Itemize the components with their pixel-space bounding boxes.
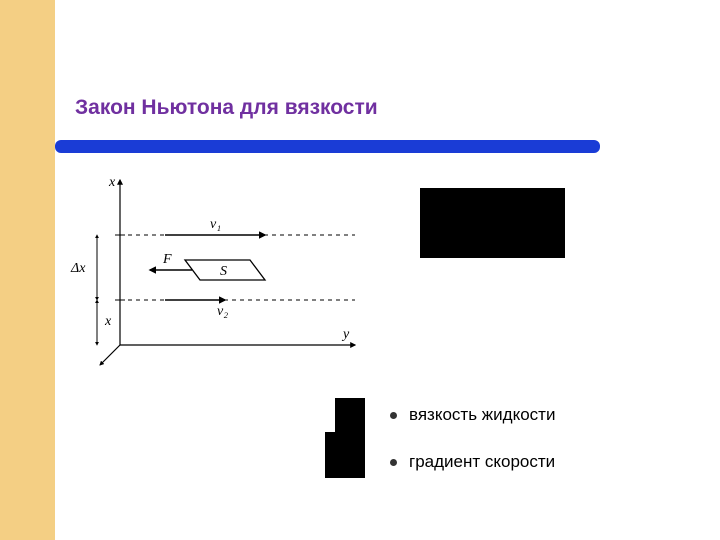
bullet-dot-icon <box>390 459 397 466</box>
left-sidebar <box>0 0 55 540</box>
label-v1: v₁ <box>210 217 221 232</box>
label-x-lower: x <box>104 314 112 329</box>
label-delta-x: Δx <box>70 261 86 276</box>
slide-page: Закон Ньютона для вязкости x y <box>0 0 720 540</box>
axis-label-y: y <box>341 327 350 342</box>
axis-label-x: x <box>108 175 116 190</box>
viscosity-diagram: x y Δx x v₁ v₂ S F <box>65 170 365 370</box>
label-v2: v₂ <box>217 304 228 319</box>
label-F: F <box>162 252 172 267</box>
bullet-label: градиент скорости <box>409 452 555 472</box>
bullet-item-viscosity: вязкость жидкости <box>390 405 555 425</box>
bullet-item-gradient: градиент скорости <box>390 452 555 472</box>
content-area: Закон Ньютона для вязкости x y <box>55 0 720 540</box>
formula-placeholder-box <box>420 188 565 258</box>
gradient-symbol-box <box>325 432 365 478</box>
bullet-label: вязкость жидкости <box>409 405 555 425</box>
slide-title: Закон Ньютона для вязкости <box>75 96 378 120</box>
bullet-dot-icon <box>390 412 397 419</box>
eta-symbol-box <box>335 398 365 432</box>
label-S: S <box>220 264 227 279</box>
title-underline-bar <box>55 140 600 153</box>
